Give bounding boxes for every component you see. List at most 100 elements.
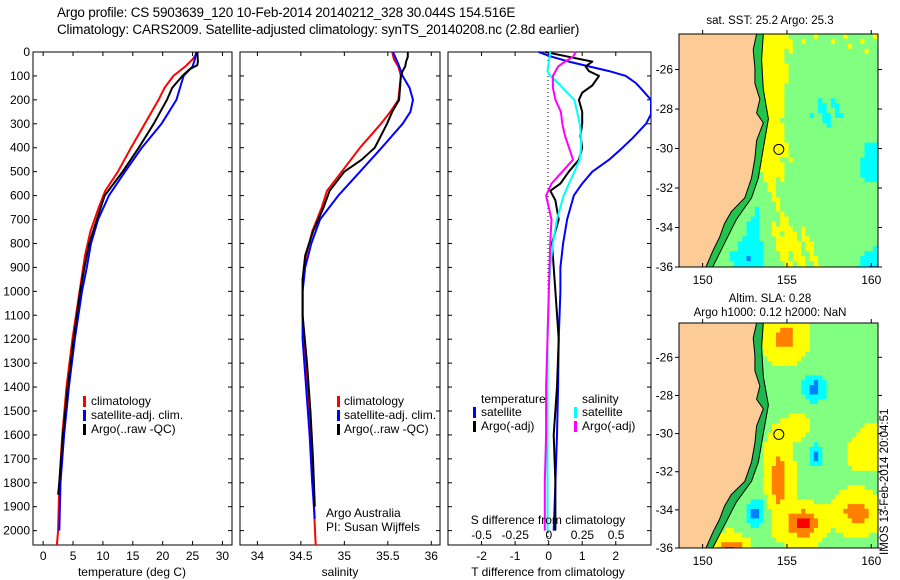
heatmap-cell — [856, 108, 861, 114]
heatmap-cell — [784, 437, 790, 443]
heatmap-cell — [809, 246, 815, 252]
heatmap-cell — [856, 451, 861, 458]
heatmap-cell — [813, 88, 819, 94]
heatmap-cell — [822, 346, 828, 353]
heatmap-cell — [835, 323, 840, 329]
heatmap-cell — [835, 337, 840, 343]
heatmap-cell — [835, 408, 840, 415]
heatmap-cell — [826, 413, 832, 419]
heatmap-cell — [872, 246, 878, 252]
heatmap-cell — [813, 513, 819, 520]
heatmap-cell — [872, 216, 878, 223]
heatmap-cell — [860, 53, 866, 60]
heatmap-cell — [851, 480, 857, 486]
heatmap-cell — [847, 346, 853, 353]
heatmap-cell — [754, 236, 760, 242]
heatmap-cell — [818, 48, 823, 55]
heatmap-cell — [856, 78, 861, 84]
heatmap-cell — [759, 172, 764, 178]
heatmap-cell — [856, 337, 861, 343]
heatmap-cell — [864, 206, 870, 213]
heatmap-cell — [729, 246, 735, 252]
heatmap-cell — [716, 537, 722, 543]
heatmap-cell — [826, 323, 832, 329]
heatmap-cell — [856, 365, 861, 372]
heatmap-cell — [797, 466, 802, 472]
heatmap-cell — [835, 142, 840, 149]
heatmap-cell — [843, 73, 849, 79]
legend-label-t-argo: Argo(-adj) — [481, 419, 534, 433]
heatmap-cell — [872, 418, 878, 424]
heatmap-cell — [763, 83, 769, 89]
heatmap-cell — [776, 504, 781, 510]
heatmap-cell — [868, 122, 874, 129]
heatmap-cell — [860, 236, 866, 242]
heatmap-cell — [725, 271, 730, 277]
heatmap-cell — [801, 332, 807, 338]
heatmap-cell — [830, 518, 836, 524]
heatmap-cell — [780, 513, 785, 520]
heatmap-cell — [805, 201, 811, 208]
heatmap-cell — [843, 132, 849, 139]
heatmap-cell — [792, 142, 798, 149]
heatmap-cell — [716, 256, 722, 262]
heatmap-cell — [767, 157, 773, 163]
heatmap-cell — [767, 332, 773, 338]
heatmap-cell — [860, 172, 866, 178]
heatmap-cell — [856, 93, 861, 99]
heatmap-cell — [864, 187, 870, 193]
heatmap-cell — [868, 370, 874, 377]
heatmap-cell — [813, 456, 819, 462]
heatmap-cell — [776, 361, 781, 367]
heatmap-cell — [780, 327, 785, 334]
heatmap-cell — [872, 221, 878, 228]
heatmap-cell — [843, 58, 849, 65]
heatmap-cell — [835, 182, 840, 188]
heatmap-cell — [868, 485, 874, 491]
heatmap-cell — [835, 226, 840, 232]
heatmap-cell — [830, 98, 836, 104]
heatmap-cell — [801, 142, 807, 149]
heatmap-cell — [856, 142, 861, 149]
heatmap-cell — [813, 523, 819, 529]
heatmap-cell — [839, 537, 844, 543]
heatmap-cell — [780, 375, 785, 381]
heatmap-cell — [759, 271, 764, 277]
heatmap-cell — [872, 162, 878, 168]
heatmap-cell — [784, 446, 790, 453]
heatmap-cell — [809, 423, 815, 429]
heatmap-cell — [872, 152, 878, 158]
heatmap-cell — [843, 226, 849, 232]
heatmap-cell — [860, 446, 866, 453]
heatmap-cell — [729, 231, 735, 237]
heatmap-cell — [843, 88, 849, 94]
heatmap-cell — [864, 380, 870, 386]
heatmap-cell — [746, 201, 752, 208]
x-tick-label: 0 — [40, 549, 47, 563]
heatmap-cell — [776, 346, 781, 353]
heatmap-cell — [767, 98, 773, 104]
heatmap-cell — [801, 513, 807, 520]
heatmap-cell — [780, 466, 785, 472]
heatmap-cell — [792, 380, 798, 386]
heatmap-cell — [868, 88, 874, 94]
heatmap-cell — [818, 206, 823, 213]
heatmap-cell — [860, 132, 866, 139]
heatmap-cell — [826, 532, 832, 539]
land-australia — [679, 34, 764, 267]
x-tick-label: 5 — [70, 549, 77, 563]
heatmap-cell — [868, 187, 874, 193]
heatmap-cell — [843, 385, 849, 391]
heatmap-cell — [872, 504, 878, 510]
heatmap-cell — [792, 327, 798, 334]
heatmap-cell — [818, 256, 823, 262]
heatmap-cell — [771, 113, 777, 119]
heatmap-cell — [776, 261, 781, 267]
heatmap-cell — [776, 117, 781, 124]
pi-annotation-line1: Argo Australia — [326, 506, 401, 520]
heatmap-cell — [733, 528, 739, 534]
heatmap-cell — [826, 206, 832, 213]
heatmap-cell — [847, 365, 853, 372]
heatmap-cell — [750, 246, 756, 252]
heatmap-cell — [809, 172, 815, 178]
